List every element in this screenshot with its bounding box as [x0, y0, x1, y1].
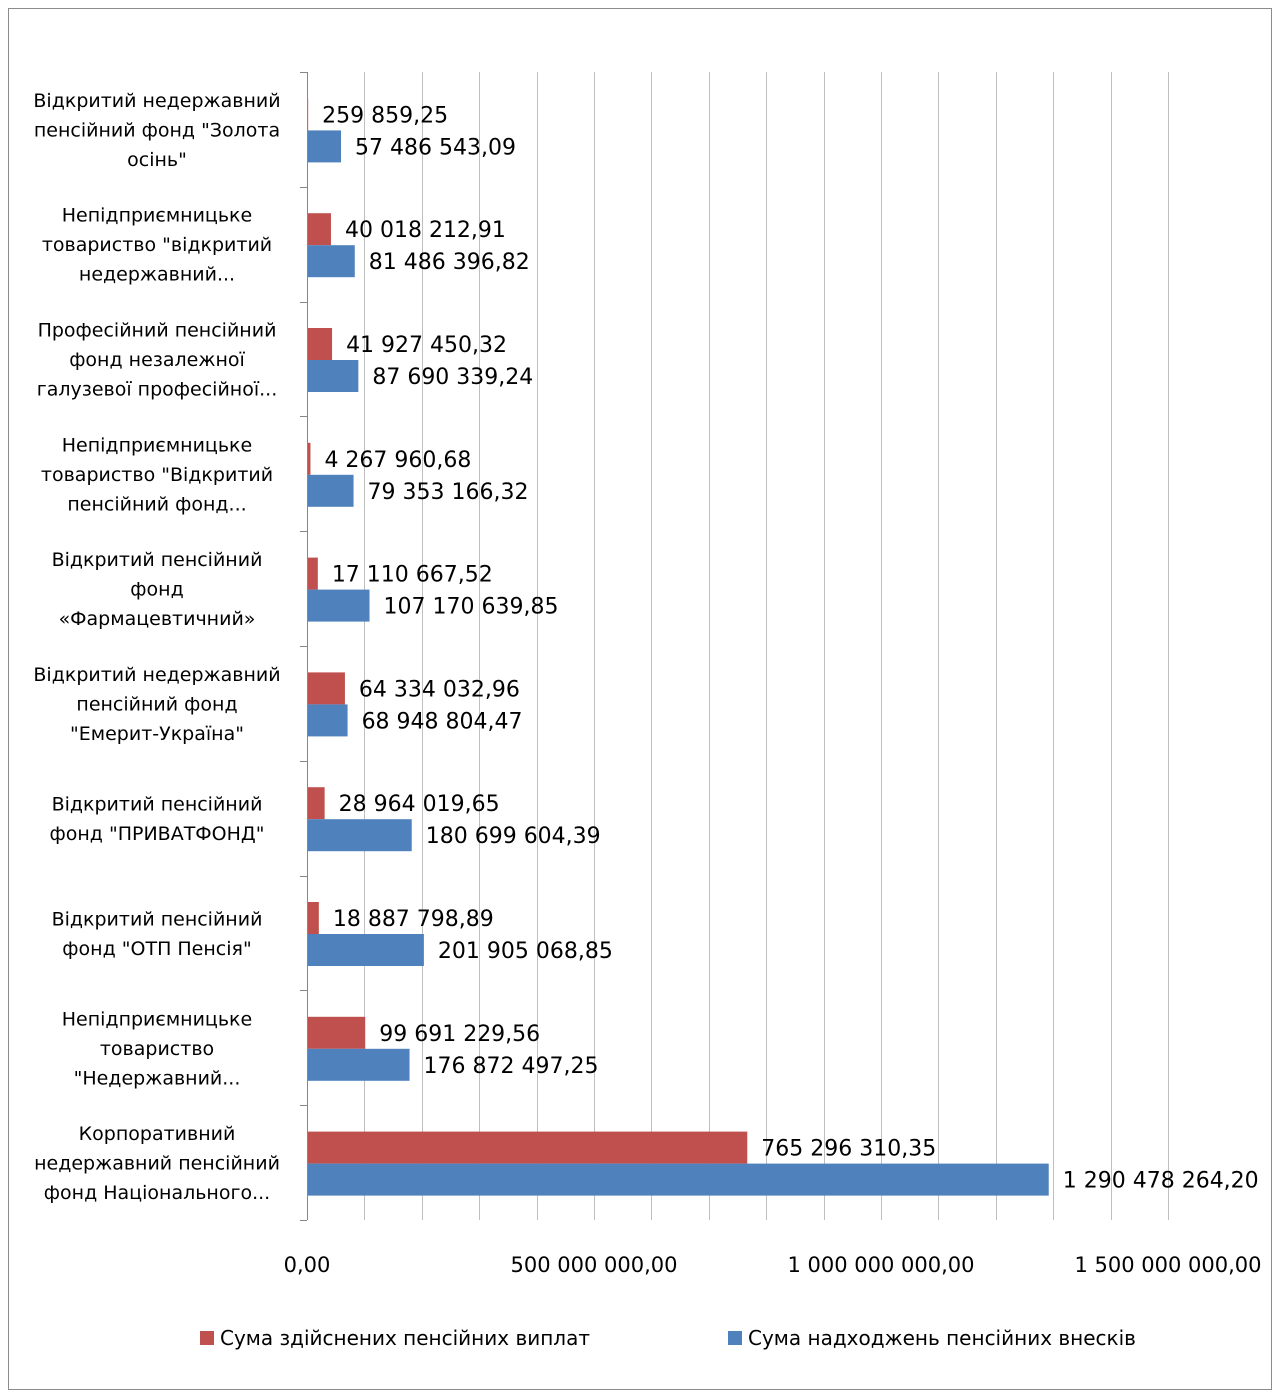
bar-contributions — [308, 245, 355, 278]
x-tick-label: 500 000 000,00 — [511, 1253, 678, 1277]
bar-contributions — [308, 1048, 410, 1081]
category-label: Професійний пенсійний фонд незалежної галу… — [37, 320, 278, 401]
bar-contributions — [308, 1163, 1049, 1196]
data-label-payments: 259 859,25 — [322, 103, 448, 128]
bar-payments — [308, 1016, 366, 1049]
category-label: Непідприємницьке товариство "Відкритий пен… — [41, 434, 273, 515]
data-label-contributions: 87 690 339,24 — [372, 365, 533, 390]
data-label-contributions: 180 699 604,39 — [426, 824, 601, 849]
bar-payments — [308, 787, 325, 820]
category-label: Корпоративний недержавний пенсійний фонд Н… — [34, 1123, 280, 1204]
legend-label-contributions: Сума надходжень пенсійних внесків — [748, 1326, 1136, 1350]
x-tick-label: 0,00 — [284, 1253, 331, 1277]
data-label-contributions: 176 872 497,25 — [424, 1054, 599, 1079]
category-label: Непідприємницьке товариство "відкритий нед… — [42, 205, 272, 286]
category-label: Відкритий пенсійний фонд "ПРИВАТФОНД" — [50, 793, 265, 845]
legend-swatch-contributions — [728, 1331, 742, 1345]
data-label-payments: 28 964 019,65 — [339, 792, 500, 817]
data-label-contributions: 79 353 166,32 — [368, 480, 529, 505]
data-label-payments: 4 267 960,68 — [324, 448, 471, 473]
bar-payments — [308, 1131, 748, 1164]
data-label-contributions: 201 905 068,85 — [438, 939, 613, 964]
bar-contributions — [308, 360, 359, 392]
bar-contributions — [308, 130, 341, 163]
category-label: Непідприємницьке товариство "Недержавний..… — [62, 1008, 252, 1089]
bar-contributions — [308, 819, 412, 852]
data-label-payments: 17 110 667,52 — [332, 563, 493, 588]
category-label: Відкритий недержавний пенсійний фонд "Емер… — [33, 664, 280, 745]
data-label-payments: 99 691 229,56 — [379, 1022, 540, 1047]
data-label-contributions: 1 290 478 264,20 — [1063, 1169, 1259, 1194]
category-label: Відкритий недержавний пенсійний фонд "Зол… — [33, 90, 280, 171]
data-label-contributions: 57 486 543,09 — [355, 135, 516, 160]
bar-payments — [308, 557, 318, 590]
legend-label-payments: Сума здійснених пенсійних виплат — [220, 1326, 590, 1350]
bar-payments — [308, 213, 331, 246]
bar-payments — [308, 672, 345, 705]
bar-payments — [308, 442, 311, 475]
bar-contributions — [308, 704, 348, 737]
data-label-contributions: 68 948 804,47 — [362, 709, 523, 734]
data-label-payments: 18 887 798,89 — [333, 907, 494, 932]
data-label-payments: 765 296 310,35 — [761, 1137, 936, 1162]
legend-swatch-payments — [200, 1331, 214, 1345]
category-label: Відкритий пенсійний фонд «Фармацевтичний» — [52, 549, 263, 630]
x-tick-label: 1 500 000 000,00 — [1074, 1253, 1261, 1277]
bar-payments — [308, 902, 319, 934]
data-label-contributions: 107 170 639,85 — [384, 595, 559, 620]
x-tick-label: 1 000 000 000,00 — [787, 1253, 974, 1277]
bar-contributions — [308, 474, 354, 507]
data-label-payments: 64 334 032,96 — [359, 677, 520, 702]
bar-payments — [308, 328, 333, 360]
data-label-payments: 41 927 450,32 — [346, 333, 507, 358]
bar-contributions — [308, 934, 424, 966]
data-label-payments: 40 018 212,91 — [345, 218, 506, 243]
data-label-contributions: 81 486 396,82 — [369, 250, 530, 275]
category-label: Відкритий пенсійний фонд "ОТП Пенсія" — [52, 908, 263, 960]
bar-contributions — [308, 589, 370, 622]
